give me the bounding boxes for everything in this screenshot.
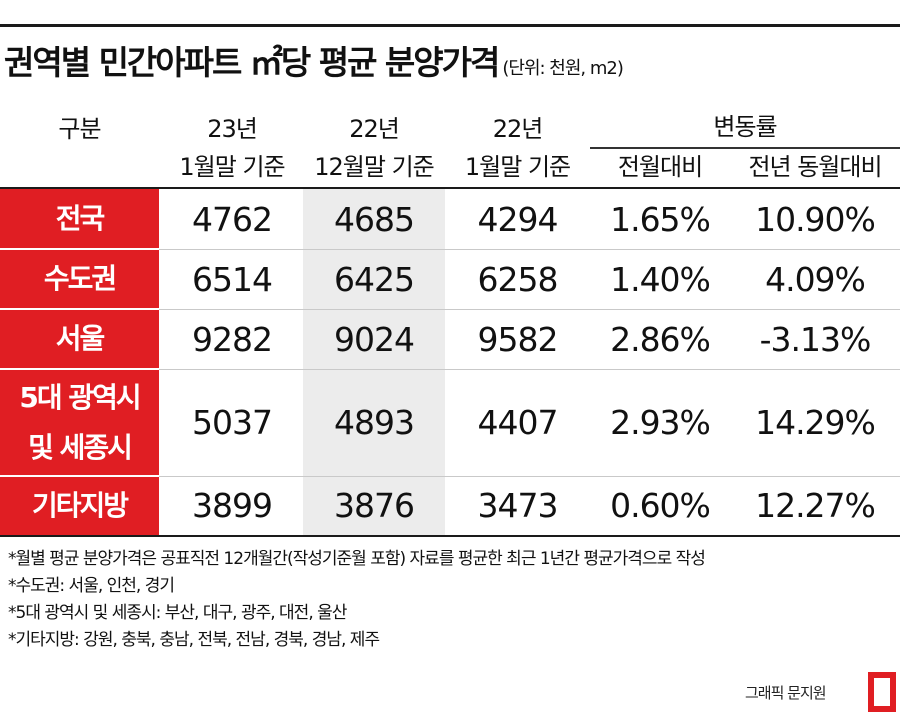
row-separator: [159, 476, 900, 477]
row-label-text: 전국: [55, 202, 106, 235]
header-col1-line1: 23년: [207, 115, 258, 143]
table-cell: 12.27%: [755, 486, 876, 525]
bracket-logo-icon: [868, 672, 896, 712]
title-block: 권역별 민간아파트 ㎡당 평균 분양가격 (단위: 천원, m2): [4, 36, 624, 84]
row-separator: [159, 249, 900, 250]
top-rule: [0, 24, 900, 27]
label-separator: [0, 475, 159, 477]
table-cell: 6514: [192, 259, 273, 299]
row-label-text: 5대 광역시: [19, 380, 141, 414]
table-cell: 0.60%: [610, 486, 711, 525]
header-col4: 전월대비: [617, 153, 703, 181]
footnote: *수도권: 서울, 인천, 경기: [8, 576, 175, 596]
table-cell: 3899: [192, 486, 273, 525]
table-cell: 1.65%: [610, 199, 711, 239]
header-change-group: 변동률: [713, 113, 777, 141]
row-label-capital-area: 수도권: [0, 249, 159, 309]
row-label-national: 전국: [0, 189, 159, 249]
table-cell: 3473: [477, 486, 559, 525]
table-cell: 3876: [334, 486, 415, 525]
row-separator: [159, 309, 900, 310]
table-cell: 4762: [192, 199, 273, 239]
footnote: *5대 광역시 및 세종시: 부산, 대구, 광주, 대전, 울산: [8, 603, 347, 623]
shaded-column: [303, 189, 445, 535]
row-label-text: 기타지방: [31, 488, 129, 522]
label-separator: [0, 248, 159, 250]
footnotes: *월별 평균 분양가격은 공표직전 12개월간(작성기준월 포함) 자료를 평균…: [8, 546, 706, 654]
table-cell: 1.40%: [610, 259, 711, 299]
table-cell: 4294: [477, 199, 559, 239]
change-group-rule: [590, 147, 900, 149]
header-col3-line2: 1월말 기준: [464, 153, 571, 181]
header-col3: 22년 1월말 기준: [445, 110, 590, 186]
header-col2: 22년 12월말 기준: [303, 110, 445, 186]
table-cell: 6425: [334, 259, 415, 299]
row-label-metro-cities: 5대 광역시 및 세종시: [0, 369, 159, 476]
table-cell: 4.09%: [765, 259, 866, 299]
table-cell: 9024: [334, 319, 415, 359]
table-cell: 9582: [477, 319, 559, 359]
header-rule: [0, 187, 900, 189]
header-col2-line1: 22년: [349, 115, 400, 143]
footnote: *기타지방: 강원, 충북, 충남, 전북, 전남, 경북, 경남, 제주: [8, 630, 380, 650]
table-cell: 6258: [477, 259, 559, 299]
row-label-text: 서울: [55, 322, 106, 355]
unit-label: (단위: 천원, m2): [502, 58, 624, 79]
graphic-credit: 그래픽 문지원: [745, 684, 827, 702]
table-cell: 4685: [334, 199, 415, 239]
header-col2-line2: 12월말 기준: [314, 153, 435, 181]
row-label-text: 수도권: [43, 262, 117, 295]
table-cell: -3.13%: [759, 319, 872, 359]
page-title: 권역별 민간아파트 ㎡당 평균 분양가격: [4, 43, 500, 82]
table-cell: 5037: [192, 403, 273, 442]
table-cell: 14.29%: [755, 403, 876, 442]
footnote: *월별 평균 분양가격은 공표직전 12개월간(작성기준월 포함) 자료를 평균…: [8, 549, 706, 569]
label-separator: [0, 308, 159, 310]
table-cell: 4893: [334, 403, 415, 442]
table-cell: 2.86%: [610, 319, 711, 359]
table-cell: 4407: [477, 403, 559, 442]
label-separator: [0, 368, 159, 370]
table-bottom-rule: [0, 535, 900, 537]
header-category: 구분: [58, 115, 101, 143]
table-cell: 9282: [192, 319, 273, 359]
header-col3-line1: 22년: [492, 115, 544, 143]
row-separator: [159, 369, 900, 370]
table-cell: 2.93%: [610, 403, 711, 442]
header-col1-line2: 1월말 기준: [179, 153, 285, 181]
row-label-text: 및 세종시: [28, 430, 133, 464]
row-label-other-regions: 기타지방: [0, 476, 159, 535]
table-cell: 10.90%: [755, 199, 876, 239]
row-label-seoul: 서울: [0, 309, 159, 369]
header-col5: 전년 동월대비: [748, 153, 882, 181]
header-col1: 23년 1월말 기준: [161, 110, 303, 186]
